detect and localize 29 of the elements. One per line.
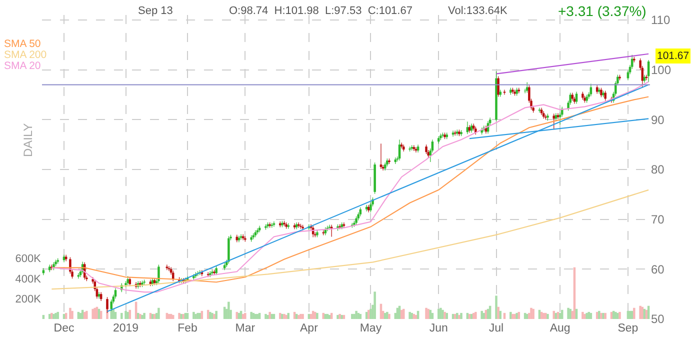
y-tick-label: 70 [651, 212, 665, 227]
text: SMA 200 [4, 49, 47, 61]
x-tick-label: Jun [429, 322, 448, 334]
y-tick-label: 80 [651, 162, 665, 177]
text: SMA 20 [4, 60, 41, 72]
y-tick-label: 50 [651, 312, 665, 326]
text: 101.67 [657, 50, 690, 62]
annotation: O:98.74 H:101.98 L:97.53 C:101.67 [229, 5, 412, 17]
x-tick-label: Aug [550, 322, 570, 334]
x-tick-label: Sep [618, 322, 638, 334]
y-tick-label: 100 [651, 63, 672, 78]
y-tick-label: 60 [651, 262, 665, 276]
x-tick-label: Jul [488, 322, 504, 334]
y2-tick-label: 600K [15, 253, 42, 266]
y2-tick-label: 200K [15, 294, 42, 306]
annotation: Sep 13 [138, 5, 173, 17]
x-tick-label: Dec [54, 322, 74, 334]
annotation: +3.31 (3.37%) [558, 3, 646, 19]
y2-tick-label: 400K [15, 273, 42, 286]
y-tick-label: 110 [651, 13, 670, 28]
y-tick-label: 90 [651, 112, 665, 127]
text: DAILY [21, 123, 35, 157]
x-tick-label: May [360, 322, 382, 334]
x-tick-label: 2019 [112, 322, 139, 334]
x-tick-label: Apr [300, 322, 318, 334]
annotation: Vol:133.64K [448, 5, 508, 17]
x-tick-label: Mar [235, 322, 256, 334]
x-tick-label: Feb [178, 322, 198, 334]
text: SMA 50 [4, 38, 41, 50]
